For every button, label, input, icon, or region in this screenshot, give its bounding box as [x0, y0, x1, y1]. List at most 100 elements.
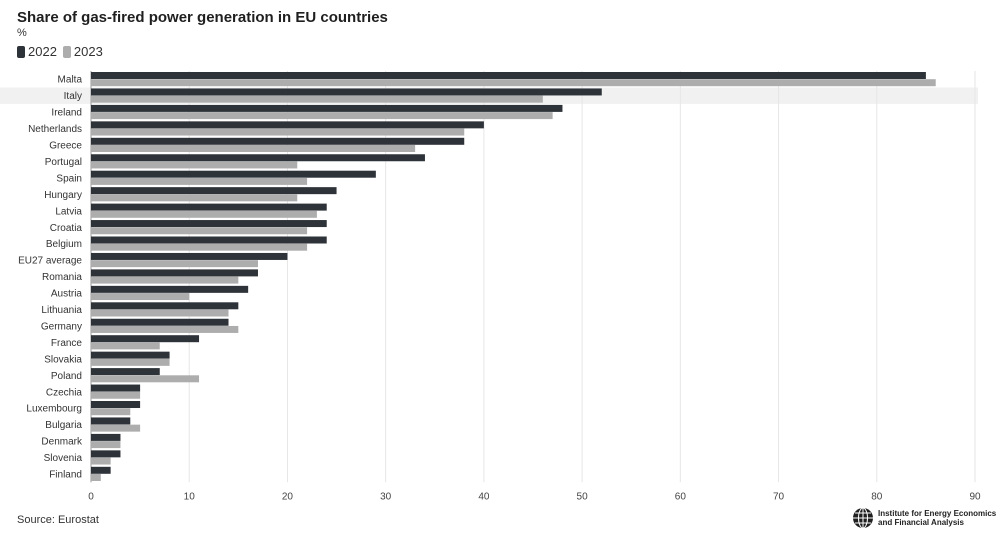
bar-hungary-2023 [91, 194, 298, 202]
bar-slovenia-2023 [91, 457, 111, 465]
bar-poland-2023 [91, 375, 200, 383]
bar-poland-2022 [91, 368, 160, 376]
category-label-denmark: Denmark [41, 437, 83, 448]
bar-bulgaria-2023 [91, 424, 141, 432]
bar-spain-2022 [91, 170, 376, 178]
bar-germany-2023 [91, 325, 239, 333]
bar-malta-2023 [91, 79, 936, 87]
bar-spain-2023 [91, 177, 308, 185]
bar-denmark-2022 [91, 433, 121, 441]
bar-eu27-average-2023 [91, 260, 258, 268]
bar-bulgaria-2022 [91, 417, 131, 425]
x-tick-label-0: 0 [88, 491, 94, 502]
bar-netherlands-2023 [91, 128, 465, 136]
bar-france-2022 [91, 335, 200, 343]
bar-finland-2023 [91, 474, 101, 481]
bar-chart: 0 10 20 30 40 50 60 70 80 90 Malta Italy Ireland Neth… [0, 71, 981, 502]
category-label-poland: Poland [51, 371, 82, 382]
logo-text: Institute for Energy Economics and Finan… [878, 509, 996, 527]
bar-italy-2022 [91, 88, 602, 96]
bar-italy-2023 [91, 95, 543, 103]
bar-latvia-2023 [91, 210, 317, 218]
legend-label-2022: 2022 [28, 44, 57, 59]
bar-belgium-2023 [91, 243, 308, 251]
ieefa-logo: Institute for Energy Economics and Finan… [852, 507, 996, 529]
category-label-belgium: Belgium [46, 239, 82, 250]
x-tick-label-60: 60 [675, 491, 687, 502]
bar-germany-2022 [91, 318, 229, 326]
category-label-lithuania: Lithuania [41, 305, 82, 316]
globe-icon [853, 507, 873, 529]
bar-croatia-2023 [91, 227, 308, 235]
bar-slovakia-2023 [91, 358, 170, 366]
bar-croatia-2022 [91, 220, 327, 228]
x-tick-label-10: 10 [184, 491, 196, 502]
logo-text-line1: Institute for Energy Economics [878, 509, 997, 518]
bar-luxembourg-2023 [91, 408, 131, 416]
category-label-romania: Romania [42, 272, 82, 283]
category-label-greece: Greece [49, 141, 82, 152]
bar-austria-2023 [91, 293, 190, 301]
category-label-ireland: Ireland [51, 108, 82, 119]
category-label-italy: Italy [64, 91, 82, 102]
x-tick-label-40: 40 [478, 491, 490, 502]
category-label-slovakia: Slovakia [44, 354, 82, 365]
bar-belgium-2022 [91, 236, 327, 244]
x-tick-label-50: 50 [577, 491, 589, 502]
bar-eu27-average-2022 [91, 252, 288, 260]
category-label-france: France [51, 338, 83, 349]
chart-title: Share of gas-fired power generation in E… [17, 9, 388, 26]
bar-malta-2022 [91, 72, 926, 79]
legend-item-2022[interactable]: 2022 [17, 44, 57, 59]
bar-lithuania-2022 [91, 302, 239, 310]
bar-romania-2022 [91, 269, 258, 277]
legend: 2022 2023 [17, 44, 109, 59]
category-label-portugal: Portugal [45, 157, 82, 168]
bar-slovakia-2022 [91, 351, 170, 359]
category-label-spain: Spain [56, 173, 82, 184]
bar-slovenia-2022 [91, 450, 121, 458]
x-tick-label-20: 20 [282, 491, 294, 502]
bar-luxembourg-2022 [91, 401, 141, 408]
legend-item-2023[interactable]: 2023 [62, 44, 103, 59]
legend-label-2023: 2023 [73, 44, 103, 59]
source-note: Source: Eurostat [17, 514, 99, 526]
category-label-hungary: Hungary [44, 190, 82, 201]
x-tick-label-90: 90 [969, 491, 981, 502]
bar-netherlands-2022 [91, 121, 484, 129]
category-label-malta: Malta [58, 75, 83, 86]
bar-portugal-2023 [91, 161, 298, 169]
category-label-eu27-average: EU27 average [18, 256, 82, 267]
bar-austria-2022 [91, 285, 249, 293]
category-label-luxembourg: Luxembourg [26, 404, 82, 415]
category-label-netherlands: Netherlands [28, 124, 82, 135]
category-label-czechia: Czechia [46, 387, 83, 398]
bar-hungary-2022 [91, 187, 337, 195]
x-tick-label-70: 70 [773, 491, 785, 502]
category-label-germany: Germany [41, 321, 82, 332]
category-label-austria: Austria [51, 289, 83, 300]
x-tick-label-30: 30 [380, 491, 392, 502]
bar-ireland-2022 [91, 104, 563, 112]
legend-swatch-2023 [62, 45, 71, 58]
bar-greece-2023 [91, 145, 416, 152]
bar-greece-2022 [91, 137, 465, 145]
unit-label: % [17, 27, 27, 39]
bar-portugal-2022 [91, 154, 425, 162]
bar-finland-2022 [91, 466, 111, 474]
category-label-croatia: Croatia [50, 223, 83, 234]
bar-ireland-2023 [91, 112, 553, 120]
bar-latvia-2022 [91, 203, 327, 211]
x-tick-label-80: 80 [871, 491, 883, 502]
category-label-latvia: Latvia [55, 206, 82, 217]
category-label-slovenia: Slovenia [44, 453, 83, 464]
logo-text-line2: and Financial Analysis [878, 518, 964, 527]
bar-czechia-2022 [91, 384, 141, 392]
bar-france-2023 [91, 342, 160, 350]
legend-swatch-2022 [17, 45, 25, 58]
category-label-finland: Finland [49, 470, 82, 481]
bar-czechia-2023 [91, 391, 141, 399]
bar-romania-2023 [91, 276, 239, 284]
bar-denmark-2023 [91, 441, 121, 449]
category-label-bulgaria: Bulgaria [45, 420, 82, 431]
